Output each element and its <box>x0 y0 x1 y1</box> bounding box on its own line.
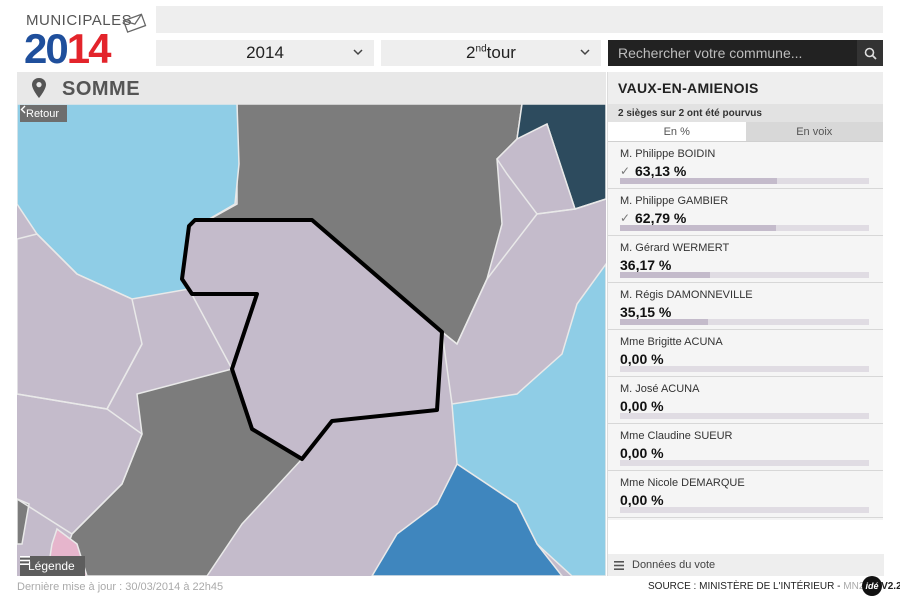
result-bar-fill <box>620 272 711 278</box>
location-pin-icon <box>32 78 46 98</box>
tab-votes[interactable]: En voix <box>745 122 883 141</box>
search-input[interactable] <box>608 40 856 66</box>
chevron-left-icon <box>20 105 26 114</box>
result-bar <box>620 319 869 325</box>
candidate-name: M. Gérard WERMERT <box>620 242 730 254</box>
version-b: V2.2 <box>881 581 900 592</box>
candidate-percent: 35,15 % <box>620 303 672 320</box>
region-bar: SOMME <box>17 72 606 104</box>
commune-map[interactable] <box>17 104 606 576</box>
candidate-row[interactable]: M. Philippe BOIDIN ✓ 63,13 % <box>608 142 883 189</box>
commune-title: VAUX-EN-AMIENOIS <box>608 72 883 104</box>
result-bar-fill <box>620 225 777 231</box>
checkmark-icon: ✓ <box>620 210 631 225</box>
map-area-left-gray-sliver[interactable] <box>17 498 30 545</box>
chevron-down-icon <box>580 49 590 56</box>
back-button-label: Retour <box>26 107 60 120</box>
candidate-row[interactable]: M. Régis DAMONNEVILLE 35,15 % <box>608 283 883 330</box>
candidate-row[interactable]: Mme Brigitte ACUNA 0,00 % <box>608 330 883 377</box>
seats-summary: 2 sièges sur 2 ont été pourvus <box>608 104 883 122</box>
search-button[interactable] <box>857 40 883 66</box>
region-name: SOMME <box>62 78 141 100</box>
back-button[interactable]: Retour <box>20 105 68 122</box>
result-bar <box>620 460 869 466</box>
result-bar <box>620 366 869 372</box>
candidate-name: Mme Nicole DEMARQUE <box>620 477 745 489</box>
municipales-logo[interactable]: MUNICIPALES 2014 <box>24 10 150 72</box>
map-area-right-boundary <box>441 198 606 405</box>
legend-button[interactable]: Légende <box>20 556 85 576</box>
year-select[interactable]: 2014 <box>156 40 374 66</box>
candidate-name: Mme Claudine SUEUR <box>620 430 733 442</box>
candidate-percent: 0,00 % <box>620 491 664 508</box>
candidate-percent: 63,13 % <box>635 162 687 179</box>
candidate-name: M. José ACUNA <box>620 383 700 395</box>
candidate-name: M. Philippe GAMBIER <box>620 195 729 207</box>
search-icon <box>864 47 877 60</box>
tour-select[interactable]: 2ndtour <box>381 40 601 66</box>
map-area-bottom-blue[interactable] <box>371 462 563 576</box>
result-bar <box>620 178 869 184</box>
candidate-row[interactable]: Mme Claudine SUEUR 0,00 % <box>608 424 883 471</box>
vote-data-button[interactable]: Données du vote <box>608 554 884 576</box>
candidate-percent: 0,00 % <box>620 350 664 367</box>
candidate-row[interactable]: Mme Nicole DEMARQUE 0,00 % <box>608 471 883 518</box>
envelope-icon <box>122 13 147 33</box>
header-strip <box>156 6 883 33</box>
candidate-percent: 62,79 % <box>635 209 687 226</box>
candidate-name: M. Régis DAMONNEVILLE <box>620 289 753 301</box>
map[interactable]: Retour Légende <box>17 104 606 576</box>
selected-commune-outline[interactable] <box>180 218 444 461</box>
candidate-percent: 0,00 % <box>620 444 664 461</box>
result-bar <box>620 272 869 278</box>
candidate-percent: 0,00 % <box>620 397 664 414</box>
candidate-name: M. Philippe BOIDIN <box>620 148 716 160</box>
result-bar <box>620 413 869 419</box>
result-bar <box>620 507 869 513</box>
results-tabs: En % En voix <box>608 122 883 142</box>
map-area-left-commune-2 <box>17 393 143 535</box>
logo-year: 2014 <box>24 25 111 72</box>
vote-data-label: Données du vote <box>632 559 716 571</box>
candidate-list[interactable]: M. Philippe BOIDIN ✓ 63,13 % M. Philippe … <box>608 142 883 520</box>
year-select-value: 2014 <box>246 43 284 62</box>
commune-search <box>608 40 883 66</box>
results-panel: VAUX-EN-AMIENOIS 2 sièges sur 2 ont été … <box>607 72 884 576</box>
result-bar <box>620 225 869 231</box>
chevron-down-icon <box>353 49 363 56</box>
result-bar-fill <box>620 178 778 184</box>
last-update: Dernière mise à jour : 30/03/2014 à 22h4… <box>17 581 224 593</box>
ide-logo[interactable]: idé <box>862 576 882 596</box>
menu-icon <box>20 556 30 565</box>
candidate-row[interactable]: M. José ACUNA 0,00 % <box>608 377 883 424</box>
map-area-inner-boundary <box>106 288 233 410</box>
checkmark-icon: ✓ <box>620 163 631 178</box>
candidate-percent: 36,17 % <box>620 256 672 273</box>
candidate-name: Mme Brigitte ACUNA <box>620 336 723 348</box>
candidate-row[interactable]: M. Philippe GAMBIER ✓ 62,79 % <box>608 189 883 236</box>
tab-percent[interactable]: En % <box>608 122 746 141</box>
logo-word: MUNICIPALES <box>26 12 133 29</box>
legend-button-label: Légende <box>28 559 75 573</box>
tour-select-value: 2ndtour <box>466 43 516 62</box>
candidate-row[interactable]: M. Gérard WERMERT 36,17 % <box>608 236 883 283</box>
result-bar-fill <box>620 319 708 325</box>
menu-icon <box>614 560 624 570</box>
